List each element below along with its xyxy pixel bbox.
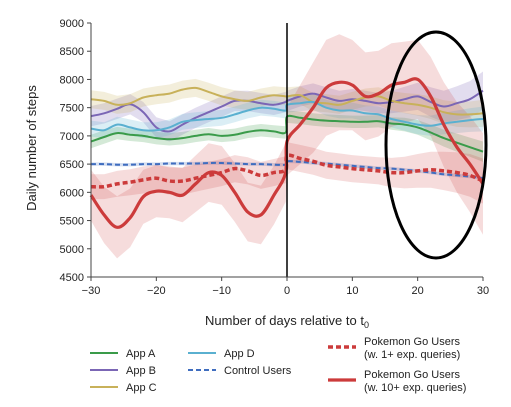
x-tick-label: −30 (82, 285, 101, 297)
legend-label-6-line2: (w. 1+ exp. queries) (364, 349, 460, 361)
y-axis-label: Daily number of steps (24, 85, 39, 211)
x-tick-label: 10 (346, 285, 358, 297)
x-tick-label: 0 (284, 285, 290, 297)
y-tick-label: 8000 (60, 74, 84, 86)
y-tick-label: 7000 (60, 131, 84, 143)
legend-label-7-line2: (w. 10+ exp. queries) (364, 382, 466, 394)
series-band-4 (91, 94, 483, 139)
y-tick-label: 7500 (60, 103, 84, 115)
series-band-5 (91, 159, 483, 180)
y-tick-label: 8500 (60, 46, 84, 58)
x-tick-label: 20 (412, 285, 424, 297)
x-axis-label: Number of days relative to t0 (205, 313, 369, 330)
x-tick-label: −10 (212, 285, 231, 297)
legend-label-7: Pokemon Go Users (364, 369, 460, 381)
legend-label-2: App B (126, 365, 156, 377)
axes-layer: 4500 5000 5500 6000 6500 7000 7500 8000 8500 9000… (60, 18, 490, 297)
series-band-1 (91, 110, 483, 162)
x-tick-label: 30 (477, 285, 489, 297)
y-tick-label: 6500 (60, 159, 84, 171)
legend-label-4: App D (224, 348, 255, 360)
y-tick-label: 6000 (60, 187, 84, 199)
y-tick-label: 5500 (60, 216, 84, 228)
y-tick-label: 5000 (60, 244, 84, 256)
y-tick-label: 4500 (60, 272, 84, 284)
x-axis-label-subscript: 0 (364, 320, 369, 330)
legend-label-3: App C (126, 382, 157, 394)
legend-label-6: Pokemon Go Users (364, 336, 460, 348)
legend-label-1: App A (126, 348, 156, 360)
y-tick-label: 9000 (60, 18, 84, 30)
legend: App A App B App C App D Control Users Pokemon… (90, 336, 466, 394)
legend-label-5: Control Users (224, 365, 292, 377)
highlight-ellipse (384, 30, 488, 260)
series-line-6 (90, 153, 484, 189)
x-tick-label: −20 (147, 285, 166, 297)
